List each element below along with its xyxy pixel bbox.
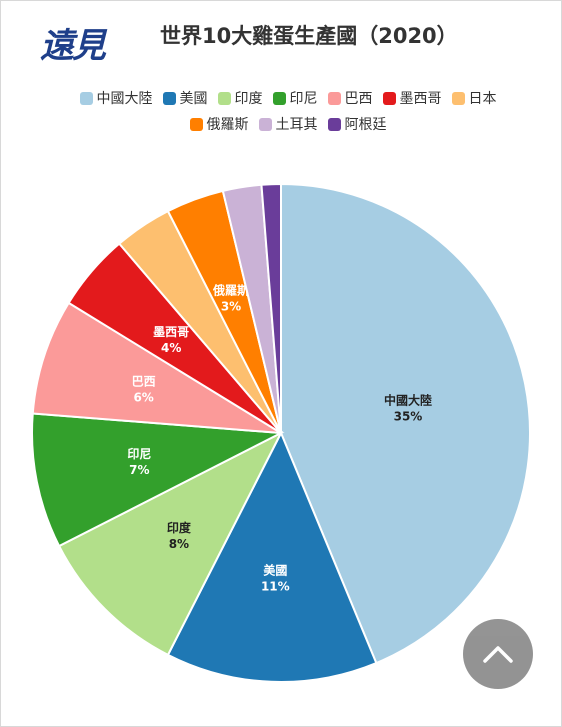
scroll-to-top-button[interactable] [463,619,533,689]
legend-item: 美國 [162,88,208,108]
slice-label: 美國 [263,562,287,577]
legend-label: 印度 [234,91,263,107]
slice-value-label: 35% [394,410,423,424]
legend-label: 俄羅斯 [206,117,249,133]
legend-swatch [272,91,286,105]
legend-label: 阿根廷 [344,117,387,133]
legend-swatch [451,91,465,105]
slice-label: 印尼 [127,447,151,461]
legend-label: 美國 [179,91,208,107]
legend-item: 俄羅斯 [189,114,249,134]
chart-title: 世界10大雞蛋生產國（2020） [160,24,458,48]
slice-value-label: 4% [161,341,181,355]
slice-label: 中國大陸 [384,393,432,408]
legend-item: 土耳其 [258,114,318,134]
legend-swatch [327,91,341,105]
pie-slice [31,412,285,548]
slice-label: 巴西 [132,374,156,388]
legend-swatch [217,91,231,105]
legend-swatch [79,91,93,105]
legend-label: 中國大陸 [96,91,153,107]
legend-item: 巴西 [327,88,373,108]
legend-label: 土耳其 [275,117,318,133]
pie-slice [280,182,531,665]
legend-swatch [258,117,272,131]
legend-item: 阿根廷 [327,114,387,134]
legend-label: 墨西哥 [399,91,442,107]
slice-value-label: 8% [169,537,189,551]
chevron-up-icon [483,646,513,663]
pie-slice [57,430,284,657]
legend-item: 印尼 [272,88,318,108]
slice-value-label: 7% [129,463,149,477]
slice-value-label: 3% [221,300,241,314]
legend-label: 日本 [468,91,497,107]
slice-label: 墨西哥 [153,325,189,339]
legend-swatch [382,91,396,105]
legend-swatch [327,117,341,131]
legend-item: 印度 [217,88,263,108]
chart-legend: 中國大陸 美國 印度 印尼 巴西 墨西哥 日本俄羅斯 土耳其 阿根廷 [68,88,508,134]
pie-slice [166,430,378,683]
legend-item: 中國大陸 [79,88,153,108]
legend-item: 墨西哥 [382,88,442,108]
logo: 遠見 [40,26,106,66]
slice-label: 俄羅斯 [212,283,249,298]
legend-label: 巴西 [344,91,373,107]
legend-swatch [162,91,176,105]
legend-label: 印尼 [289,91,318,107]
slice-label: 印度 [167,520,192,535]
slice-value-label: 11% [261,579,290,593]
pie-slice [31,301,282,434]
pie-slice [260,182,282,434]
legend-item: 日本 [451,88,497,108]
slice-value-label: 6% [133,390,153,404]
legend-swatch [189,117,203,131]
